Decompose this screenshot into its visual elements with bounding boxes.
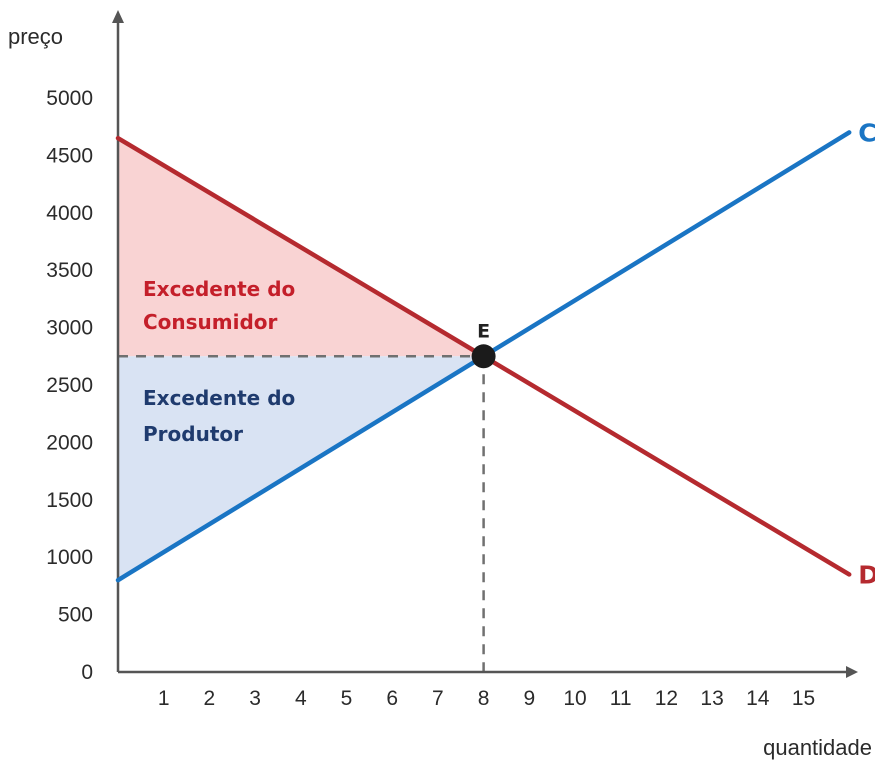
equilibrium-guides	[118, 355, 485, 672]
consumer-surplus-label: Consumidor	[143, 310, 278, 334]
demand-curve-label: D	[858, 560, 875, 589]
y-axis-title: preço	[8, 24, 63, 49]
y-tick-label: 1500	[46, 489, 93, 512]
x-tick-label: 3	[249, 687, 261, 710]
x-tick-label: 8	[478, 687, 490, 710]
x-tick-label: 10	[563, 687, 586, 710]
y-tick-label: 5000	[46, 87, 93, 110]
y-tick-label: 500	[58, 604, 93, 627]
producer-surplus-label: Excedente do	[143, 386, 295, 410]
y-tick-label: 0	[81, 661, 93, 684]
axes: 0 500 1000 1500 2000 2500 3000 3500 4000 4500 5000…	[8, 10, 872, 760]
y-tick-label: 3500	[46, 259, 93, 282]
equilibrium-point	[471, 344, 496, 369]
y-tick-label: 2000	[46, 431, 93, 454]
x-tick-label: 9	[523, 687, 535, 710]
consumer-surplus-label: Excedente do	[143, 277, 295, 301]
supply-curve-label: C	[858, 118, 875, 147]
producer-surplus-label: Produtor	[143, 422, 243, 446]
x-tick-label: 14	[746, 687, 770, 710]
x-tick-label: 11	[610, 687, 632, 710]
surplus-regions	[118, 138, 484, 581]
x-tick-label: 12	[655, 687, 678, 710]
x-axis-title: quantidade	[763, 735, 872, 760]
x-tick-label: 1	[158, 687, 170, 710]
labels: C D E Excedente do Consumidor Excedente do Pro…	[143, 118, 875, 589]
x-tick-label: 15	[792, 687, 815, 710]
y-tick-label: 1000	[46, 546, 93, 569]
y-tick-label: 4500	[46, 144, 93, 167]
x-tick-label: 5	[341, 687, 353, 710]
x-tick-label: 4	[295, 687, 307, 710]
equilibrium-label: E	[477, 320, 490, 342]
y-tick-label: 3000	[46, 317, 93, 340]
x-tick-label: 13	[700, 687, 723, 710]
x-tick-label: 7	[432, 687, 444, 710]
x-tick-label: 2	[204, 687, 216, 710]
x-axis-arrow	[846, 666, 858, 678]
x-tick-label: 6	[386, 687, 398, 710]
y-axis-arrow	[112, 10, 124, 23]
curves	[115, 130, 852, 583]
y-tick-label: 4000	[46, 202, 93, 225]
y-tick-label: 2500	[46, 374, 93, 397]
